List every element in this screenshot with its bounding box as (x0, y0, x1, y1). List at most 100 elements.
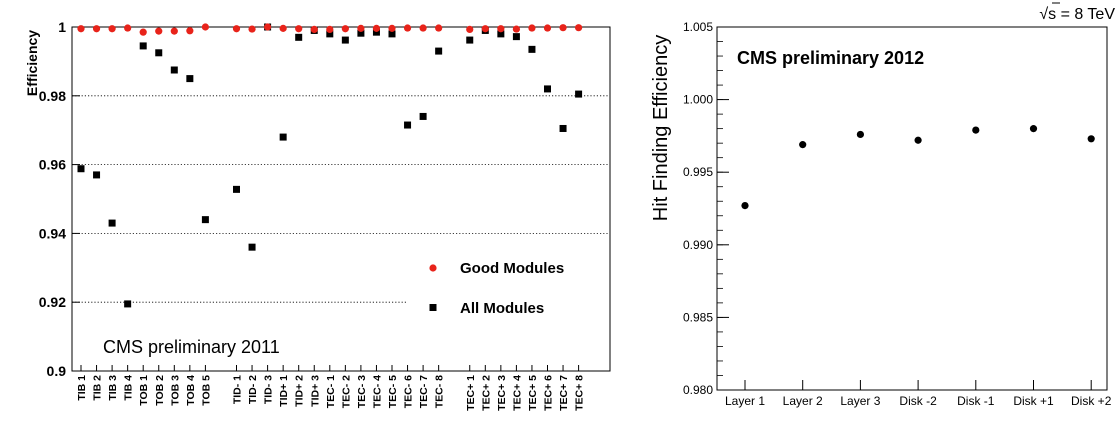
point-all-modules-tecplus-4 (512, 33, 520, 41)
point-disk-2 (914, 136, 922, 144)
left-x-tick-label-tecplus-3: TEC+ 3 (496, 375, 508, 411)
left-x-tick-label-tecplus-5: TEC+ 5 (527, 375, 539, 411)
right-y-tick-label: 0.980 (683, 383, 713, 397)
point-all-modules-tib-3 (108, 219, 116, 227)
right-annotation: CMS preliminary 2012 (737, 48, 924, 68)
point-all-modules-tecplus-3 (497, 30, 505, 38)
point-layer-3 (856, 130, 865, 139)
point-good-modules-tecplus-3 (497, 25, 505, 33)
left-legend: Good Modules All Modules (429, 260, 564, 317)
point-good-modules-tob-4 (186, 27, 194, 35)
left-x-tick-label-tecplus-8: TEC+ 8 (574, 375, 586, 411)
left-x-tick-label-tec-2: TEC- 2 (340, 375, 352, 408)
left-y-ticks: 0.9 0.92 0.94 0.96 0.98 1 (39, 19, 80, 379)
point-all-modules-tecplus-8 (575, 90, 583, 98)
legend-marker-all-modules (429, 304, 437, 311)
left-y-tick-label: 0.94 (39, 225, 66, 241)
energy-label-radical: √ (1039, 6, 1048, 23)
point-all-modules-tob-5 (201, 216, 209, 224)
point-disk-1 (972, 126, 980, 134)
point-all-modules-tid-2 (248, 243, 256, 251)
right-x-tick-label-disk-2: Disk -2 (899, 394, 937, 408)
left-x-tick-label-tib-1: TIB 1 (76, 375, 88, 401)
left-gridlines (72, 95, 610, 303)
left-chart: 0.90.920.940.960.981 Efficiency TIB 1 TIB… (24, 19, 611, 411)
right-x-tick-label-disk-1: Disk -1 (957, 394, 995, 408)
right-y-tick-label: 0.985 (683, 310, 713, 324)
right-x-tick-label-layer-2: Layer 2 (783, 394, 823, 408)
left-data-points (77, 23, 583, 308)
point-disk-plus2 (1087, 135, 1095, 143)
point-good-modules-tecplus-5 (528, 24, 536, 32)
left-x-tick-label-tob-5: TOB 5 (200, 375, 212, 406)
left-y-axis-label: Efficiency (24, 30, 40, 96)
point-all-modules-tib-1 (77, 165, 85, 173)
point-good-modules-tob-3 (170, 27, 178, 35)
left-x-tick-label-tec-4: TEC- 4 (371, 375, 383, 408)
legend-label-all-modules: All Modules (460, 300, 544, 317)
point-good-modules-tec-6 (403, 24, 412, 32)
point-good-modules-tib-1 (77, 25, 85, 33)
left-x-tick-label-tob-4: TOB 4 (185, 375, 197, 406)
point-good-modules-tec-7 (419, 24, 427, 32)
left-annotation: CMS preliminary 2011 (103, 337, 280, 357)
right-y-tick-label: 1.000 (683, 93, 713, 107)
left-x-tick-label-tecplus-4: TEC+ 4 (511, 375, 523, 411)
point-good-modules-tec-3 (357, 24, 365, 32)
point-all-modules-tec-2 (341, 36, 349, 44)
point-all-modules-tidplus-2 (295, 33, 303, 41)
left-x-tick-label-tec-7: TEC- 7 (418, 375, 430, 408)
point-disk-plus1 (1029, 125, 1038, 133)
point-good-modules-tid-3 (264, 23, 272, 31)
point-all-modules-tecplus-1 (466, 36, 474, 44)
legend-label-good-modules: Good Modules (460, 260, 564, 277)
point-all-modules-tec-5 (388, 30, 396, 38)
left-x-tick-label-tidplus-3: TID+ 3 (309, 375, 321, 407)
left-x-tick-label-tidplus-2: TID+ 2 (294, 375, 306, 407)
point-good-modules-tid-1 (232, 25, 241, 33)
right-x-tick-label-layer-1: Layer 1 (725, 394, 765, 408)
right-y-tick-label: 0.995 (683, 165, 713, 179)
right-x-tick-label-layer-3: Layer 3 (840, 394, 880, 408)
energy-label-text: s = 8 TeV (1048, 6, 1115, 23)
left-x-tick-label-tob-1: TOB 1 (138, 375, 150, 406)
point-all-modules-tidplus-1 (279, 133, 287, 141)
point-all-modules-tec-4 (372, 28, 380, 36)
left-x-tick-label-tec-6: TEC- 6 (403, 375, 415, 408)
point-all-modules-tecplus-7 (559, 124, 567, 132)
left-x-tick-label-tecplus-6: TEC+ 6 (543, 375, 555, 411)
left-x-tick-label-tob-2: TOB 2 (154, 375, 166, 406)
point-good-modules-tec-1 (326, 25, 334, 34)
left-plot-frame (71, 26, 611, 372)
left-x-tick-label-tidplus-1: TID+ 1 (278, 375, 290, 407)
point-all-modules-tecplus-6 (544, 85, 551, 93)
left-x-tick-label-tec-3: TEC- 3 (356, 375, 368, 408)
left-x-ticks: TIB 1 TIB 2 TIB 3 TIB 4 TOB 1 TOB 2 TOB 3 TOB 4… (76, 365, 586, 411)
point-all-modules-tec-1 (326, 30, 334, 38)
left-y-tick-label: 0.9 (47, 363, 67, 379)
right-plot-frame (716, 26, 1108, 391)
left-x-tick-label-tib-3: TIB 3 (107, 375, 119, 401)
left-y-tick-label: 0.96 (39, 157, 66, 173)
point-good-modules-tidplus-1 (279, 24, 287, 32)
left-x-tick-label-tec-1: TEC- 1 (325, 375, 337, 408)
point-good-modules-tecplus-4 (512, 25, 521, 33)
point-good-modules-tecplus-1 (466, 25, 474, 34)
left-x-tick-label-tib-4: TIB 4 (123, 375, 135, 401)
legend-marker-good-modules (429, 264, 437, 272)
point-all-modules-tob-2 (155, 49, 163, 57)
point-all-modules-tib-2 (93, 171, 101, 179)
left-x-tick-label-tid-3: TID- 3 (263, 375, 275, 404)
left-x-tick-label-tec-8: TEC- 8 (434, 375, 446, 408)
point-good-modules-tidplus-3 (310, 25, 318, 34)
point-all-modules-tob-1 (139, 42, 147, 50)
left-x-tick-label-tecplus-1: TEC+ 1 (465, 375, 477, 411)
point-all-modules-tecplus-5 (528, 45, 536, 53)
left-y-tick-label: 0.98 (39, 88, 66, 104)
point-good-modules-tib-2 (92, 25, 101, 33)
left-x-tick-label-tecplus-2: TEC+ 2 (480, 375, 492, 411)
point-good-modules-tecplus-8 (575, 24, 583, 32)
point-good-modules-tec-2 (341, 25, 349, 33)
right-x-ticks: Layer 1 Layer 2 Layer 3 Disk -2 Disk -1 Disk … (725, 380, 1112, 408)
